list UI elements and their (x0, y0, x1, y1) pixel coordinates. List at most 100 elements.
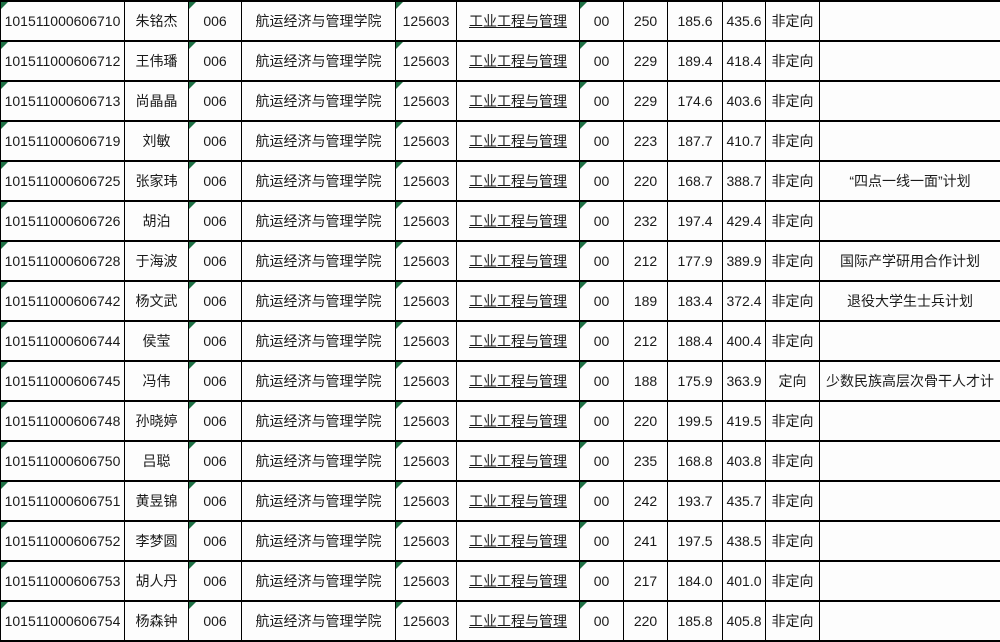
cell-direction-code[interactable]: 00 (580, 241, 624, 281)
cell-major-code[interactable]: 125603 (396, 121, 457, 161)
cell-major-code[interactable]: 125603 (396, 41, 457, 81)
cell-candidate-name[interactable]: 王伟璠 (125, 41, 189, 81)
cell-score-total[interactable]: 435.7 (723, 481, 766, 521)
cell-major-name[interactable]: 工业工程与管理 (457, 561, 580, 601)
cell-candidate-id[interactable]: 101511000606748 (1, 401, 125, 441)
cell-score-1[interactable]: 188 (624, 361, 668, 401)
cell-college-code[interactable]: 006 (189, 41, 242, 81)
cell-college-code[interactable]: 006 (189, 561, 242, 601)
cell-score-1[interactable]: 229 (624, 81, 668, 121)
cell-major-name[interactable]: 工业工程与管理 (457, 481, 580, 521)
cell-score-total[interactable]: 389.9 (723, 241, 766, 281)
cell-remark[interactable] (820, 401, 1000, 441)
cell-score-1[interactable]: 220 (624, 401, 668, 441)
cell-candidate-id[interactable]: 101511000606742 (1, 281, 125, 321)
cell-remark[interactable] (820, 561, 1000, 601)
cell-direction-code[interactable]: 00 (580, 321, 624, 361)
cell-remark[interactable] (820, 441, 1000, 481)
cell-major-code[interactable]: 125603 (396, 161, 457, 201)
cell-score-1[interactable]: 235 (624, 441, 668, 481)
cell-candidate-id[interactable]: 101511000606754 (1, 601, 125, 641)
cell-score-2[interactable]: 174.6 (668, 81, 723, 121)
cell-major-code[interactable]: 125603 (396, 201, 457, 241)
cell-candidate-id[interactable]: 101511000606725 (1, 161, 125, 201)
cell-score-total[interactable]: 410.7 (723, 121, 766, 161)
cell-college-code[interactable]: 006 (189, 241, 242, 281)
cell-direction-code[interactable]: 00 (580, 481, 624, 521)
cell-score-2[interactable]: 199.5 (668, 401, 723, 441)
cell-candidate-id[interactable]: 101511000606745 (1, 361, 125, 401)
cell-enrollment-type[interactable]: 非定向 (766, 81, 820, 121)
cell-major-name[interactable]: 工业工程与管理 (457, 81, 580, 121)
cell-candidate-id[interactable]: 101511000606744 (1, 321, 125, 361)
cell-major-name[interactable]: 工业工程与管理 (457, 321, 580, 361)
cell-score-1[interactable]: 217 (624, 561, 668, 601)
cell-major-name[interactable]: 工业工程与管理 (457, 401, 580, 441)
cell-college-name[interactable]: 航运经济与管理学院 (242, 201, 396, 241)
cell-remark[interactable] (820, 41, 1000, 81)
cell-direction-code[interactable]: 00 (580, 161, 624, 201)
cell-enrollment-type[interactable]: 非定向 (766, 521, 820, 561)
cell-college-code[interactable]: 006 (189, 401, 242, 441)
cell-candidate-name[interactable]: 吕聪 (125, 441, 189, 481)
cell-college-name[interactable]: 航运经济与管理学院 (242, 281, 396, 321)
cell-score-total[interactable]: 372.4 (723, 281, 766, 321)
cell-score-2[interactable]: 185.8 (668, 601, 723, 641)
cell-direction-code[interactable]: 00 (580, 1, 624, 41)
cell-score-total[interactable]: 403.8 (723, 441, 766, 481)
cell-enrollment-type[interactable]: 定向 (766, 361, 820, 401)
cell-college-code[interactable]: 006 (189, 361, 242, 401)
cell-candidate-name[interactable]: 黄昱锦 (125, 481, 189, 521)
cell-major-name[interactable]: 工业工程与管理 (457, 361, 580, 401)
cell-direction-code[interactable]: 00 (580, 521, 624, 561)
cell-college-code[interactable]: 006 (189, 481, 242, 521)
cell-score-1[interactable]: 220 (624, 161, 668, 201)
cell-score-2[interactable]: 184.0 (668, 561, 723, 601)
cell-score-2[interactable]: 175.9 (668, 361, 723, 401)
cell-score-1[interactable]: 220 (624, 601, 668, 641)
cell-remark[interactable] (820, 81, 1000, 121)
cell-direction-code[interactable]: 00 (580, 121, 624, 161)
cell-direction-code[interactable]: 00 (580, 361, 624, 401)
cell-score-2[interactable]: 187.7 (668, 121, 723, 161)
cell-college-name[interactable]: 航运经济与管理学院 (242, 41, 396, 81)
cell-college-name[interactable]: 航运经济与管理学院 (242, 121, 396, 161)
cell-major-code[interactable]: 125603 (396, 241, 457, 281)
cell-major-name[interactable]: 工业工程与管理 (457, 521, 580, 561)
cell-enrollment-type[interactable]: 非定向 (766, 441, 820, 481)
cell-candidate-name[interactable]: 杨文武 (125, 281, 189, 321)
cell-candidate-name[interactable]: 孙晓婷 (125, 401, 189, 441)
cell-candidate-id[interactable]: 101511000606719 (1, 121, 125, 161)
cell-college-code[interactable]: 006 (189, 281, 242, 321)
cell-major-name[interactable]: 工业工程与管理 (457, 41, 580, 81)
cell-candidate-name[interactable]: 刘敏 (125, 121, 189, 161)
cell-direction-code[interactable]: 00 (580, 281, 624, 321)
cell-candidate-id[interactable]: 101511000606712 (1, 41, 125, 81)
cell-major-name[interactable]: 工业工程与管理 (457, 161, 580, 201)
cell-score-1[interactable]: 212 (624, 321, 668, 361)
cell-score-2[interactable]: 197.4 (668, 201, 723, 241)
cell-score-1[interactable]: 232 (624, 201, 668, 241)
cell-score-total[interactable]: 403.6 (723, 81, 766, 121)
cell-direction-code[interactable]: 00 (580, 81, 624, 121)
cell-score-2[interactable]: 189.4 (668, 41, 723, 81)
cell-candidate-name[interactable]: 冯伟 (125, 361, 189, 401)
cell-major-code[interactable]: 125603 (396, 361, 457, 401)
cell-remark[interactable]: 少数民族高层次骨干人才计 (820, 361, 1000, 401)
cell-remark[interactable] (820, 601, 1000, 641)
cell-major-code[interactable]: 125603 (396, 561, 457, 601)
cell-candidate-name[interactable]: 于海波 (125, 241, 189, 281)
cell-college-name[interactable]: 航运经济与管理学院 (242, 161, 396, 201)
cell-score-1[interactable]: 223 (624, 121, 668, 161)
cell-college-code[interactable]: 006 (189, 441, 242, 481)
cell-major-name[interactable]: 工业工程与管理 (457, 1, 580, 41)
cell-candidate-name[interactable]: 胡人丹 (125, 561, 189, 601)
cell-major-code[interactable]: 125603 (396, 321, 457, 361)
cell-college-code[interactable]: 006 (189, 601, 242, 641)
cell-college-name[interactable]: 航运经济与管理学院 (242, 1, 396, 41)
cell-enrollment-type[interactable]: 非定向 (766, 1, 820, 41)
cell-candidate-id[interactable]: 101511000606728 (1, 241, 125, 281)
cell-score-1[interactable]: 241 (624, 521, 668, 561)
cell-remark[interactable] (820, 321, 1000, 361)
cell-candidate-id[interactable]: 101511000606726 (1, 201, 125, 241)
